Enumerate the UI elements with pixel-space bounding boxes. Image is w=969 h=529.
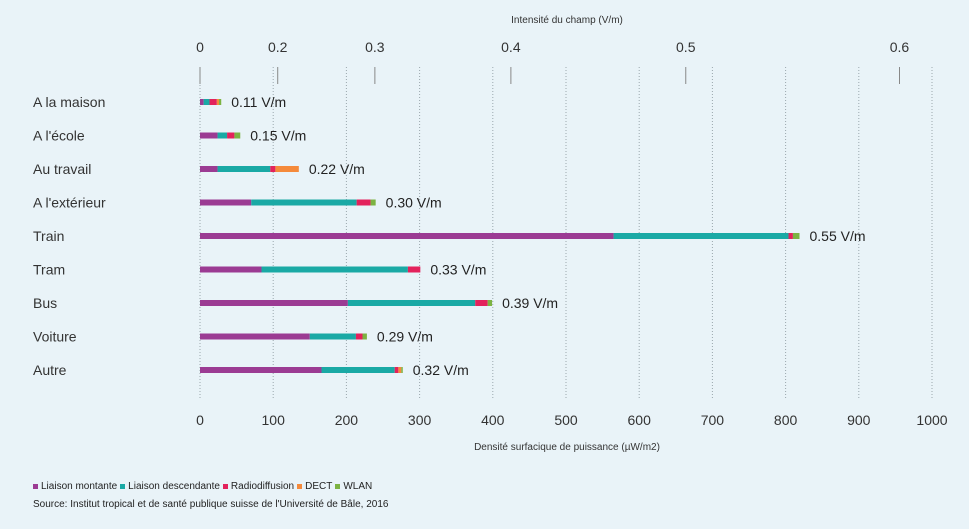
bar-segment [309,333,356,340]
legend-label: Liaison descendante [128,481,220,492]
top-tick-label: 0 [196,39,204,55]
legend-label: Liaison montante [41,481,118,492]
bar-segment [355,333,363,340]
total-value-label: 0.39 V/m [502,295,558,311]
total-value-label: 0.55 V/m [810,228,866,244]
legend-item: DECT [297,481,332,492]
bar-segment [475,300,488,306]
bar-segment [401,367,403,373]
bar-segment [270,166,276,172]
bottom-tick-label: 300 [408,412,432,428]
legend-label: WLAN [343,481,373,492]
bar-segment [200,166,218,172]
bar-segment [217,132,228,139]
category-labels: A la maison A l'école Au travail A l'extéri… [33,94,106,378]
category-label: Bus [33,295,57,311]
legend-label: DECT [305,481,333,492]
bar-segment [200,333,310,340]
total-value-label: 0.29 V/m [377,329,433,345]
top-tick-label: 0.5 [676,39,696,55]
category-label: Tram [33,262,65,278]
bottom-tick-label: 400 [481,412,505,428]
legend-swatch [222,484,228,489]
bottom-tick-label: 900 [847,412,871,428]
top-tick-label: 0.2 [268,39,288,55]
bar-segment [200,99,204,105]
total-value-label: 0.33 V/m [430,262,486,278]
bar-segment [234,132,241,139]
total-value-label: 0.11 V/m [231,94,286,110]
bar-segment [347,300,476,306]
top-tick-label: 0.4 [501,39,521,55]
bottom-tick-label: 700 [701,412,725,428]
legend-swatch [297,484,303,489]
bottom-axis-label: Densité surfacique de puissance (µW/m2) [474,442,660,453]
category-label: A l'école [33,128,85,144]
bar-segment [209,99,217,105]
grid [199,67,933,398]
legend-item: Radiodiffusion [222,481,295,492]
bar-segment [407,266,421,273]
bar-segment [200,199,252,206]
category-label: Voiture [33,329,77,345]
legend-swatch [120,484,126,489]
bar-segment [788,233,793,239]
bar-segment [275,166,299,172]
legend-swatch [33,484,38,489]
legend-swatch [335,484,341,489]
bottom-tick-label: 800 [774,412,798,428]
bar-segment [261,266,408,273]
bar-segment [200,367,322,373]
bar-segment [203,99,210,105]
bar-segment [227,132,235,139]
bar-segment [613,233,789,239]
bar-segment [200,132,218,139]
legend-item: WLAN [335,481,372,492]
bar-segment [487,300,493,306]
category-label: A l'extérieur [33,195,106,211]
category-label: Train [33,228,64,244]
total-value-label: 0.32 V/m [413,362,469,378]
bars [200,99,800,373]
legend-label: Radiodiffusion [230,481,295,492]
stacked-bar-chart: Intensité du champ (V/m) 0 0.2 0.3 0.4 0.5 0.… [33,15,948,453]
bar-segment [394,367,399,373]
total-value-label: 0.30 V/m [386,195,442,211]
source-note: Source: Institut tropical et de santé pu… [33,499,389,510]
bar-segment [792,233,800,239]
legend-item: Liaison descendante [120,481,220,492]
legend: Liaison montante Liaison descendante Radio… [33,481,375,492]
legend-item: Liaison montante [33,481,117,492]
bottom-tick-label: 1000 [916,412,947,428]
top-tick-label: 0.3 [365,39,385,55]
bottom-tick-label: 200 [335,412,359,428]
total-value-label: 0.22 V/m [309,161,365,177]
category-label: Au travail [33,161,91,177]
total-value-label: 0.15 V/m [250,128,306,144]
category-label: Autre [33,362,67,378]
bottom-tick-label: 100 [262,412,286,428]
bottom-tick-label: 600 [628,412,652,428]
bar-segment [217,166,271,172]
category-label: A la maison [33,94,105,110]
top-tick-label: 0.6 [890,39,910,55]
value-labels: 0.11 V/m 0.15 V/m 0.22 V/m 0.30 V/m 0.55 V/m… [231,94,865,378]
bar-segment [200,233,614,239]
bottom-tick-label: 500 [554,412,578,428]
top-axis-label: Intensité du champ (V/m) [511,15,623,26]
bar-segment [200,300,348,306]
bar-segment [216,99,220,105]
bottom-tick-label: 0 [196,412,204,428]
bar-segment [370,199,376,206]
bar-segment [356,199,371,206]
bar-segment [200,266,262,273]
bottom-axis: Densité surfacique de puissance (µW/m2) … [196,412,948,453]
bar-segment [219,99,222,105]
bar-segment [398,367,402,373]
bar-segment [362,333,367,340]
bar-segment [321,367,395,373]
bar-segment [251,199,357,206]
top-axis: Intensité du champ (V/m) 0 0.2 0.3 0.4 0.5 0.… [196,15,909,84]
